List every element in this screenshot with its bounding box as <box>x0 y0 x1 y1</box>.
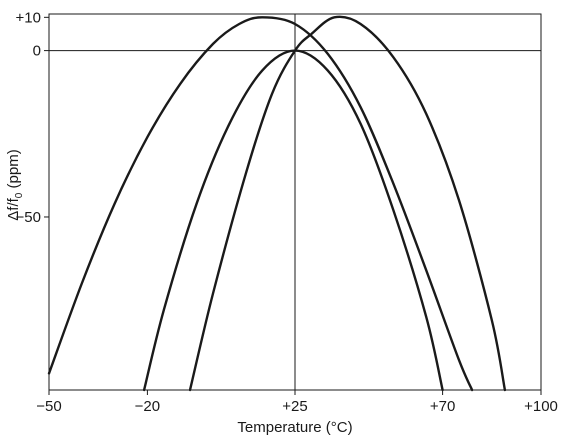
x-tick-label: +25 <box>282 398 307 415</box>
y-axis-title-unit: (ppm) <box>5 149 22 192</box>
series-line-2 <box>142 49 444 392</box>
y-tick-label: −50 <box>16 209 41 226</box>
x-axis-ticks: −50 −20 +25 +70 +100 <box>36 390 558 415</box>
x-axis-title: Temperature (°C) <box>237 419 352 436</box>
series-line-1 <box>47 16 474 392</box>
series-layer <box>47 15 507 392</box>
y-tick-label: 0 <box>33 43 41 60</box>
x-tick-label: +70 <box>430 398 455 415</box>
x-tick-label: −50 <box>36 398 61 415</box>
series-line-3 <box>188 15 507 392</box>
y-tick-label: +10 <box>16 9 41 26</box>
y-axis-title-subscript: 0 <box>14 192 25 198</box>
y-axis-ticks: +10 0 −50 <box>16 9 49 226</box>
x-tick-label: −20 <box>135 398 160 415</box>
reference-lines <box>49 14 541 390</box>
y-axis-title: Δf/f0 (ppm) <box>5 149 25 220</box>
x-tick-label: +100 <box>524 398 558 415</box>
y-axis-title-main: Δf/f <box>5 197 22 220</box>
